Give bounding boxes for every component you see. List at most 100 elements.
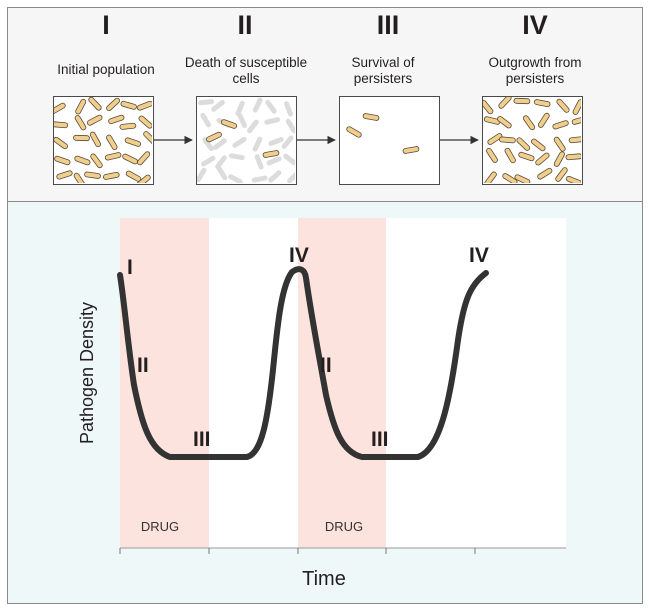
dead-bacterium-cell xyxy=(237,112,247,129)
bacterium-cell xyxy=(535,152,550,166)
dead-bacterium-cell xyxy=(284,101,293,117)
dead-bacterium-cell xyxy=(235,100,245,116)
bacterium-cell xyxy=(74,115,87,131)
dead-bacterium-cell xyxy=(198,99,215,106)
stage-1-caption: Initial population xyxy=(57,62,155,77)
drug-band-2 xyxy=(298,218,386,548)
regrown-population-cells xyxy=(483,97,581,183)
stage-4-numeral: IV xyxy=(522,10,548,40)
bacterium-cell xyxy=(531,138,546,152)
dead-bacterium-cell xyxy=(252,136,263,152)
curve-label-III: III xyxy=(193,428,211,451)
bacterium-cell xyxy=(568,136,581,144)
bacterium-cell xyxy=(553,136,566,152)
x-axis-label: Time xyxy=(302,568,346,590)
bacterium-cell xyxy=(499,136,516,144)
dead-bacterium-cell xyxy=(283,153,295,166)
dead-bacterium-cell xyxy=(211,100,225,112)
curve-label-II-second: II xyxy=(320,354,332,377)
dead-bacterium-cell xyxy=(247,119,259,134)
bacterium-cell xyxy=(54,102,66,115)
bacterium-cell xyxy=(89,131,101,148)
bacterium-cell xyxy=(483,99,494,115)
bacterium-cell xyxy=(514,174,531,183)
bacterium-cell xyxy=(143,131,152,145)
dead-bacterium-cell xyxy=(285,118,295,134)
bacterium-cell xyxy=(106,134,118,150)
bacterium-cell xyxy=(54,136,68,150)
dead-bacterium-cell xyxy=(281,135,294,149)
persister-cell xyxy=(362,113,380,121)
bacterium-cell xyxy=(73,172,86,183)
bacterium-cell xyxy=(504,147,516,164)
bacterium-cell xyxy=(136,100,152,111)
bacterium-cell xyxy=(86,114,103,126)
bacterium-cell xyxy=(486,147,498,163)
curve-label-I: I xyxy=(127,256,133,279)
persister-cell xyxy=(346,126,362,138)
bacterium-cell xyxy=(552,120,569,130)
stage-2-numeral: II xyxy=(237,10,253,40)
bacterium-cell xyxy=(120,100,137,110)
stage-3-caption: Survival of persisters xyxy=(351,55,415,86)
bacterium-cell xyxy=(90,153,103,169)
bacterium-cell xyxy=(518,151,535,162)
dead-bacterium-cell xyxy=(268,170,282,183)
dying-population-cells xyxy=(197,97,295,183)
bacterium-cell xyxy=(122,153,138,165)
curve-label-II: II xyxy=(137,354,149,377)
curve-label-IV-second: IV xyxy=(469,244,489,267)
dead-bacterium-cell xyxy=(251,175,268,183)
bacterium-cell xyxy=(498,97,512,109)
bacterium-cell xyxy=(54,121,69,129)
bacterium-cell xyxy=(571,115,581,125)
bacterium-cell xyxy=(553,151,565,167)
bacterium-cell xyxy=(513,97,531,105)
bacterium-cell xyxy=(136,174,151,183)
bacterium-cell xyxy=(484,171,497,183)
dead-bacterium-cell xyxy=(254,154,264,170)
bacterium-cell xyxy=(73,134,90,142)
stage-1-box xyxy=(53,96,154,185)
bacterium-cell xyxy=(88,97,102,111)
dead-bacterium-cell xyxy=(216,165,228,181)
bacterium-cell xyxy=(533,99,551,108)
bacterium-cell xyxy=(125,170,142,182)
bacterium-cell xyxy=(56,170,73,180)
bacterium-cell xyxy=(119,122,137,130)
persister-cell xyxy=(402,146,420,154)
dead-bacterium-cell xyxy=(266,156,282,166)
initial-population-cells xyxy=(54,97,152,183)
bacterium-cell xyxy=(537,112,550,128)
dead-bacterium-cell xyxy=(252,97,263,113)
bacterium-cell xyxy=(124,137,142,147)
surviving-bacterium-cell xyxy=(262,150,280,158)
surviving-bacterium-cell xyxy=(206,131,222,143)
dead-bacterium-cell xyxy=(213,138,227,150)
bacterium-cell xyxy=(104,152,122,161)
bacterium-cell xyxy=(555,167,568,182)
bacterium-cell xyxy=(565,175,581,183)
bacterium-cell xyxy=(74,155,91,166)
stage-1-numeral: I xyxy=(102,10,110,40)
dead-bacterium-cell xyxy=(232,136,247,148)
stage-4-caption: Outgrowth from persisters xyxy=(488,55,582,86)
bacterium-cell xyxy=(537,167,553,180)
curve-label-IV: IV xyxy=(289,244,309,267)
bacterium-cell xyxy=(137,151,151,166)
stage-3-box xyxy=(339,96,440,185)
dead-bacterium-cell xyxy=(201,155,216,167)
dead-bacterium-cell xyxy=(197,167,207,183)
dead-bacterium-cell xyxy=(202,137,214,152)
persister-cells xyxy=(346,113,420,154)
bacterium-cell xyxy=(75,98,87,115)
pathogen-density-curve xyxy=(117,266,489,460)
bacterium-cell xyxy=(565,153,581,161)
dead-bacterium-cell xyxy=(268,137,284,146)
dead-bacterium-cell xyxy=(228,174,243,183)
bacterium-cell xyxy=(502,173,518,183)
bacterium-cell xyxy=(103,171,120,180)
dead-bacterium-cell xyxy=(265,99,277,114)
